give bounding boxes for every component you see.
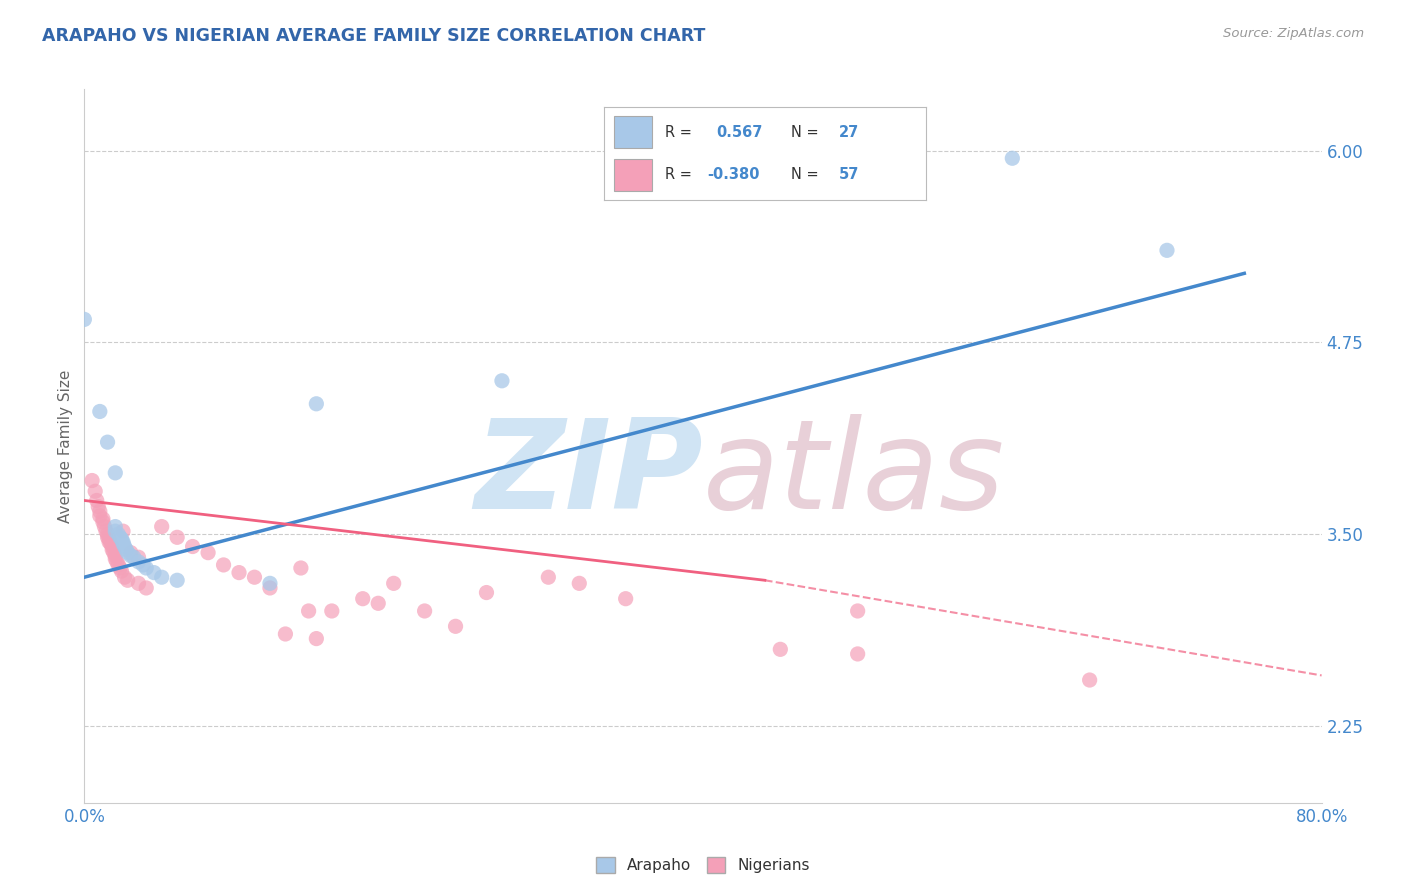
- Point: [259, 581, 281, 595]
- Point: [73, 312, 96, 326]
- Point: [114, 540, 136, 554]
- Point: [89, 504, 111, 518]
- Point: [120, 549, 142, 563]
- Point: [103, 546, 125, 560]
- Point: [1078, 673, 1101, 687]
- Point: [120, 546, 142, 560]
- Point: [846, 647, 869, 661]
- Point: [135, 561, 157, 575]
- Text: ARAPAHO VS NIGERIAN AVERAGE FAMILY SIZE CORRELATION CHART: ARAPAHO VS NIGERIAN AVERAGE FAMILY SIZE …: [42, 27, 706, 45]
- Point: [100, 536, 122, 550]
- Point: [1156, 244, 1178, 258]
- Text: Source: ZipAtlas.com: Source: ZipAtlas.com: [1223, 27, 1364, 40]
- Point: [117, 574, 139, 588]
- Point: [290, 561, 312, 575]
- Point: [150, 519, 173, 533]
- Point: [82, 474, 104, 488]
- Point: [89, 508, 111, 523]
- Point: [84, 484, 107, 499]
- Point: [107, 527, 129, 541]
- Point: [127, 550, 149, 565]
- Point: [321, 604, 343, 618]
- Point: [212, 558, 235, 572]
- Point: [108, 530, 131, 544]
- Point: [568, 576, 591, 591]
- Point: [166, 574, 188, 588]
- Point: [104, 466, 127, 480]
- Point: [104, 551, 127, 566]
- Point: [122, 550, 145, 565]
- Point: [297, 604, 319, 618]
- Point: [105, 555, 128, 569]
- Point: [108, 561, 131, 575]
- Point: [93, 519, 115, 533]
- Point: [444, 619, 467, 633]
- Point: [94, 524, 117, 538]
- Point: [115, 542, 138, 557]
- Point: [104, 549, 127, 563]
- Point: [274, 627, 297, 641]
- Point: [98, 532, 121, 546]
- Point: [228, 566, 250, 580]
- Point: [614, 591, 637, 606]
- Point: [305, 632, 328, 646]
- Text: ZIP: ZIP: [474, 414, 703, 535]
- Point: [98, 535, 121, 549]
- Point: [143, 566, 166, 580]
- Point: [107, 558, 129, 572]
- Point: [127, 555, 149, 569]
- Point: [112, 524, 135, 538]
- Point: [110, 532, 132, 546]
- Point: [491, 374, 513, 388]
- Point: [166, 530, 188, 544]
- Point: [104, 524, 127, 538]
- Point: [86, 493, 108, 508]
- Point: [367, 596, 389, 610]
- Point: [91, 512, 114, 526]
- Point: [91, 515, 114, 529]
- Point: [769, 642, 792, 657]
- Point: [259, 576, 281, 591]
- Point: [104, 519, 127, 533]
- Point: [132, 558, 155, 572]
- Y-axis label: Average Family Size: Average Family Size: [58, 369, 73, 523]
- Point: [413, 604, 436, 618]
- Point: [537, 570, 560, 584]
- Point: [243, 570, 266, 584]
- Point: [305, 397, 328, 411]
- Point: [1001, 151, 1024, 165]
- Point: [382, 576, 405, 591]
- Point: [114, 570, 136, 584]
- Point: [112, 535, 135, 549]
- Point: [96, 527, 118, 541]
- Point: [96, 530, 118, 544]
- Point: [197, 546, 219, 560]
- Point: [117, 546, 139, 560]
- Point: [127, 576, 149, 591]
- Point: [181, 540, 204, 554]
- Point: [475, 585, 498, 599]
- Point: [96, 435, 118, 450]
- Point: [112, 536, 135, 550]
- Point: [87, 500, 110, 514]
- Point: [352, 591, 374, 606]
- Point: [846, 604, 869, 618]
- Legend: Arapaho, Nigerians: Arapaho, Nigerians: [589, 849, 817, 880]
- Point: [150, 570, 173, 584]
- Point: [101, 540, 124, 554]
- Point: [101, 542, 124, 557]
- Point: [135, 581, 157, 595]
- Point: [110, 564, 132, 578]
- Text: atlas: atlas: [703, 414, 1005, 535]
- Point: [89, 404, 111, 418]
